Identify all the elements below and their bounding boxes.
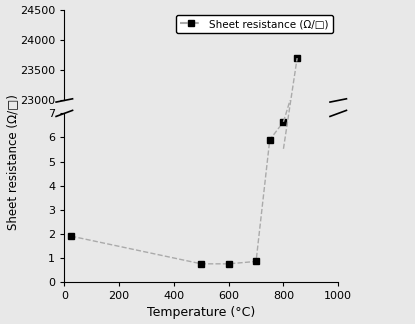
X-axis label: Temperature (°C): Temperature (°C) [147, 307, 255, 319]
Text: Sheet resistance (Ω/□): Sheet resistance (Ω/□) [6, 94, 19, 230]
Legend: Sheet resistance (Ω/□): Sheet resistance (Ω/□) [176, 15, 333, 33]
